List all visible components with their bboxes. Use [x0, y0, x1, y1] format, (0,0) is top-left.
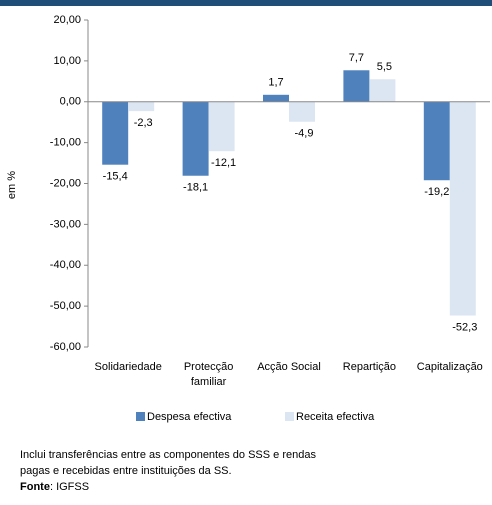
- bar: [102, 101, 129, 165]
- y-tick-label: 20,00: [53, 14, 81, 26]
- y-axis-label: em %: [6, 171, 18, 199]
- source-text: : IGFSS: [50, 481, 89, 493]
- y-tick-label: -10,00: [50, 137, 81, 149]
- note: pagas e recebidas entre instituições da …: [20, 465, 232, 477]
- bar: [128, 101, 155, 112]
- y-tick-label: -40,00: [50, 259, 81, 271]
- source-label: Fonte: [20, 481, 50, 493]
- x-tick-label: Acção Social: [257, 361, 321, 373]
- bar: [343, 70, 370, 102]
- x-tick-label: Repartição: [343, 361, 396, 373]
- bar: [369, 79, 396, 102]
- y-tick-label: -30,00: [50, 218, 81, 230]
- data-label: -15,4: [103, 171, 128, 183]
- y-tick-label: -50,00: [50, 300, 81, 312]
- data-label: 1,7: [268, 77, 283, 89]
- data-label: -12,1: [211, 157, 236, 169]
- data-label: -52,3: [452, 321, 477, 333]
- bar: [182, 101, 209, 176]
- bar: [449, 101, 476, 316]
- y-tick-label: -20,00: [50, 177, 81, 189]
- data-label: 7,7: [349, 52, 364, 64]
- bar: [263, 94, 289, 102]
- source: Fonte: IGFSS: [20, 481, 89, 493]
- x-tick-line: Protecção: [184, 361, 234, 373]
- legend-swatch: [285, 412, 294, 421]
- data-label: 5,5: [377, 61, 392, 73]
- bar: [289, 101, 315, 122]
- x-tick-label: Capitalização: [417, 361, 483, 373]
- legend-swatch: [136, 412, 145, 421]
- note: Inclui transferências entre as component…: [20, 449, 316, 461]
- x-tick-label: Protecção familiar: [184, 361, 234, 388]
- bar: [208, 101, 235, 152]
- bar: [423, 101, 450, 181]
- x-tick-label: Solidariedade: [95, 361, 162, 373]
- data-label: -4,9: [295, 128, 314, 140]
- data-label: -2,3: [134, 117, 153, 129]
- x-tick-line: familiar: [191, 376, 227, 388]
- y-tick-label: -60,00: [50, 341, 81, 353]
- header-band: [0, 0, 492, 6]
- y-tick-label: 10,00: [53, 55, 81, 67]
- data-label: -18,1: [183, 182, 208, 194]
- data-label: -19,2: [424, 186, 449, 198]
- legend-label: Despesa efectiva: [147, 411, 232, 423]
- y-tick-label: 0,00: [60, 96, 81, 108]
- legend-label: Receita efectiva: [296, 411, 375, 423]
